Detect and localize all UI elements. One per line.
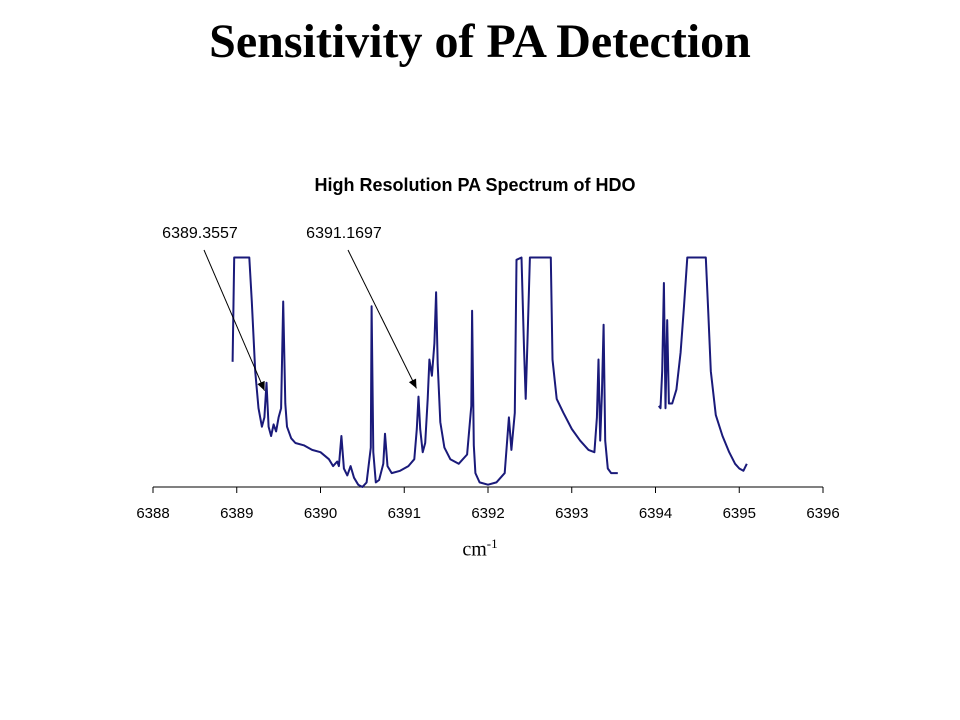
- x-tick-label: 6393: [555, 505, 588, 522]
- series-layer: [231, 256, 748, 488]
- x-tick-label: 6388: [136, 505, 169, 522]
- annotation-label: 6389.3557: [162, 225, 238, 242]
- slide-title: Sensitivity of PA Detection: [209, 15, 751, 68]
- x-axis: 6388 6389 6390 6391 6392 6393 6394 6395 6396: [136, 486, 840, 522]
- annotation-arrow: [347, 249, 417, 389]
- x-axis-unit-exponent: -1: [486, 536, 498, 551]
- x-tick-label: 6390: [304, 505, 337, 522]
- x-tick-label: 6391: [388, 505, 421, 522]
- x-axis-unit-base: cm: [462, 538, 487, 561]
- series-line: [657, 256, 748, 472]
- x-tick-label: 6396: [806, 505, 839, 522]
- x-axis-unit: cm-1: [420, 536, 540, 562]
- x-tick-label: 6394: [639, 505, 672, 522]
- x-tick-label: 6389: [220, 505, 253, 522]
- annotation-label: 6391.1697: [306, 225, 382, 242]
- annotation-arrow: [203, 249, 265, 391]
- series-line: [231, 256, 618, 488]
- x-tick-label: 6395: [723, 505, 756, 522]
- annotation-layer: 6389.3557 6391.1697: [162, 225, 417, 391]
- x-tick-label: 6392: [471, 505, 504, 522]
- chart-title: High Resolution PA Spectrum of HDO: [314, 175, 635, 195]
